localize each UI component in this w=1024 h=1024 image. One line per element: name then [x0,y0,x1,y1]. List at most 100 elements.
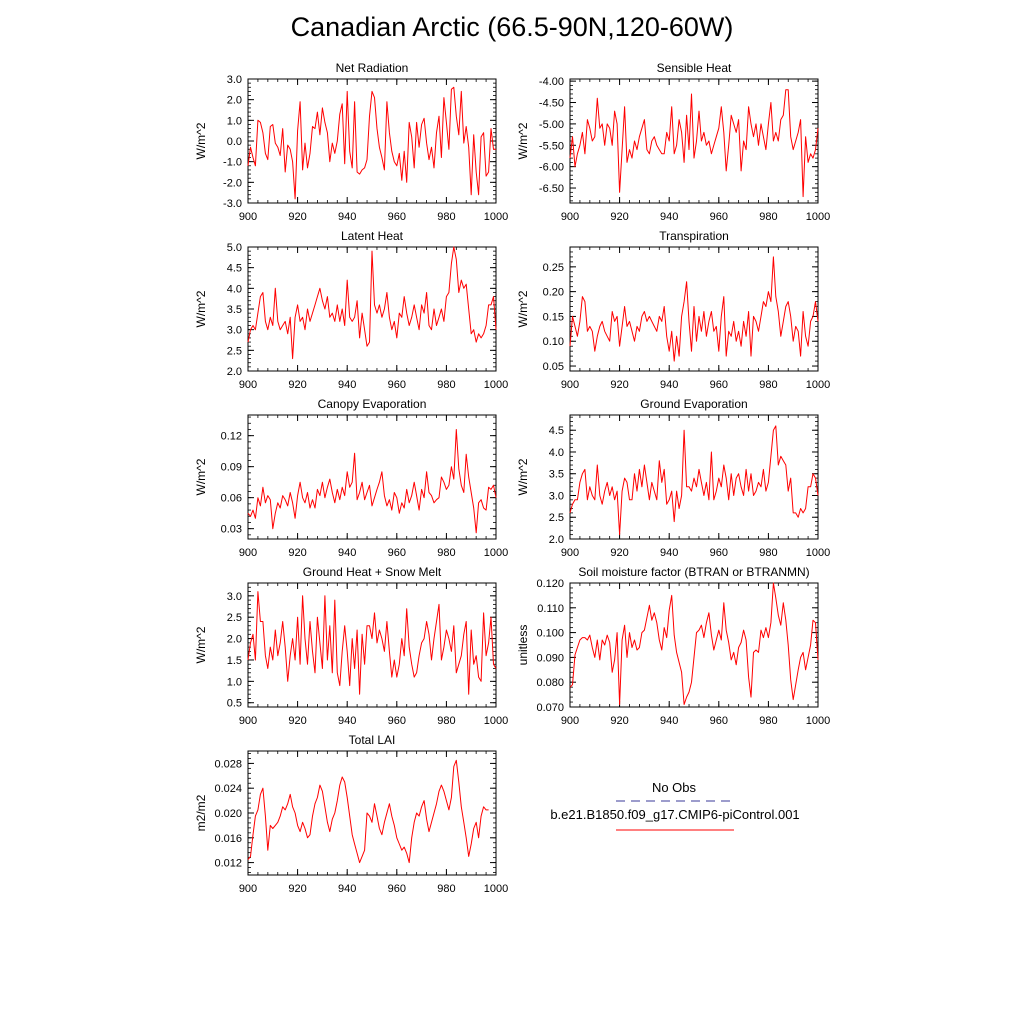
x-tick-label: 960 [710,715,728,727]
panel-title: Net Radiation [336,61,409,75]
y-tick-label: 3.5 [549,469,564,481]
y-tick-label: -4.00 [539,76,564,88]
y-tick-label: 2.5 [227,612,242,624]
y-tick-label: 4.0 [549,447,564,459]
chart-panel: 900 920 940 960 980 1000 0.070 0.080 0.090 0.100 0… [516,565,830,727]
x-tick-label: 980 [759,547,777,559]
x-tick-label: 900 [239,883,257,895]
y-tick-label: 4.0 [227,283,242,295]
y-tick-label: -5.00 [539,119,564,131]
chart-panel: 900 920 940 960 980 1000 -6.50 -6.00 -5.50 -5.00 -… [516,61,830,223]
x-tick-label: 900 [561,715,579,727]
y-tick-label: 5.0 [227,242,242,254]
y-tick-label: 0.12 [221,431,242,443]
y-tick-label: 1.0 [227,676,242,688]
x-tick-label: 980 [437,379,455,391]
y-tick-label: 3.0 [227,74,242,86]
legend-model-label: b.e21.B1850.f09_g17.CMIP6-piControl.001 [550,807,799,822]
x-tick-label: 920 [610,715,628,727]
chart-panel: 900 920 940 960 980 1000 -3.0 -2.0 -1.0 0.0 1.0 2.0… [194,61,508,223]
plot-frame [569,414,819,540]
x-tick-label: 1000 [484,883,508,895]
panel-title: Ground Heat + Snow Melt [303,565,442,579]
data-series-line [569,425,819,536]
x-tick-label: 980 [437,883,455,895]
panel-title: Transpiration [659,229,729,243]
y-tick-label: 0.016 [214,833,242,845]
x-tick-label: 960 [388,211,406,223]
x-tick-label: 1000 [806,715,830,727]
x-tick-label: 900 [239,715,257,727]
y-tick-label: 0.06 [221,493,242,505]
y-axis-label: W/m^2 [194,458,208,495]
y-tick-label: -6.00 [539,162,564,174]
panel-title: Latent Heat [341,229,404,243]
y-tick-label: 0.090 [536,652,564,664]
y-tick-label: -6.50 [539,183,564,195]
x-tick-label: 940 [660,211,678,223]
y-tick-label: -4.50 [539,98,564,110]
x-tick-label: 920 [288,547,306,559]
data-series-line [569,582,819,705]
y-tick-label: 0.012 [214,858,242,870]
x-tick-label: 980 [759,379,777,391]
chart-panel: 900 920 940 960 980 1000 0.5 1.0 1.5 2.0 2.5 3.0 Gro… [194,565,508,727]
y-tick-label: 2.0 [227,95,242,107]
x-tick-label: 920 [610,211,628,223]
y-tick-label: -3.0 [223,198,242,210]
x-tick-label: 980 [437,547,455,559]
x-tick-label: 940 [660,715,678,727]
x-tick-label: 960 [388,547,406,559]
y-tick-label: 0.100 [536,628,564,640]
x-tick-label: 900 [561,379,579,391]
chart-panel: 900 920 940 960 980 1000 0.012 0.016 0.020 0.024 0… [194,733,508,895]
y-tick-label: 0.10 [543,336,564,348]
y-tick-label: 2.0 [227,634,242,646]
chart-panel: 900 920 940 960 980 1000 2.0 2.5 3.0 3.5 4.0 4.5 Gro… [516,397,830,559]
x-tick-label: 920 [288,379,306,391]
y-tick-label: 0.0 [227,136,242,148]
y-tick-label: 0.20 [543,287,564,299]
y-axis-label: W/m^2 [194,122,208,159]
plot-frame [247,750,497,876]
y-tick-label: 1.0 [227,115,242,127]
panel-title: Total LAI [349,733,396,747]
y-tick-label: 0.5 [227,698,242,710]
x-tick-label: 940 [338,883,356,895]
x-tick-label: 980 [437,211,455,223]
y-tick-label: 0.03 [221,524,242,536]
y-tick-label: 0.120 [536,578,564,590]
plot-frame [247,78,497,204]
x-tick-label: 940 [338,211,356,223]
x-tick-label: 1000 [806,547,830,559]
x-tick-label: 980 [759,715,777,727]
y-tick-label: 0.25 [543,262,564,274]
x-tick-label: 920 [288,211,306,223]
x-tick-label: 1000 [484,379,508,391]
plot-frame [569,246,819,372]
x-tick-label: 960 [710,379,728,391]
x-tick-label: 960 [388,883,406,895]
y-tick-label: 2.5 [549,512,564,524]
x-tick-label: 900 [239,379,257,391]
data-series-line [247,591,497,695]
x-tick-label: 1000 [484,547,508,559]
chart-panel: 900 920 940 960 980 1000 0.05 0.10 0.15 0.20 0.25 T… [516,229,830,391]
x-tick-label: 1000 [806,211,830,223]
x-tick-label: 940 [660,547,678,559]
y-axis-label: W/m^2 [516,122,530,159]
data-series-line [247,86,496,200]
x-tick-label: 900 [239,211,257,223]
y-axis-label: W/m^2 [516,290,530,327]
y-tick-label: 2.0 [227,366,242,378]
x-tick-label: 980 [759,211,777,223]
y-tick-label: -5.50 [539,140,564,152]
y-tick-label: 3.0 [549,490,564,502]
x-tick-label: 940 [660,379,678,391]
y-axis-label: W/m^2 [194,290,208,327]
x-tick-label: 920 [610,379,628,391]
x-tick-label: 940 [338,715,356,727]
y-tick-label: -1.0 [223,157,242,169]
y-axis-label: W/m^2 [516,458,530,495]
